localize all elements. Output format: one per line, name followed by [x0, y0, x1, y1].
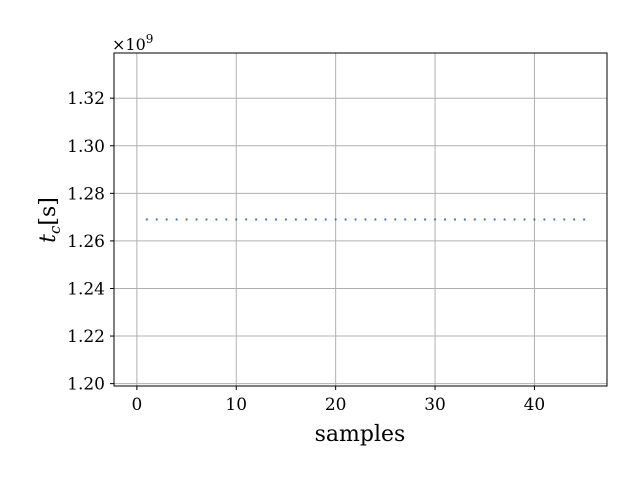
y-tick-label: 1.32 [67, 89, 105, 109]
data-point [473, 218, 476, 221]
x-tick-label: 10 [225, 395, 247, 415]
y-tick-label: 1.30 [67, 137, 105, 157]
data-point [215, 218, 218, 221]
data-point [264, 218, 268, 221]
x-tick-label: 20 [325, 395, 347, 415]
data-point [205, 218, 208, 221]
y-tick-label: 1.22 [67, 327, 105, 347]
y-tick-label: 1.26 [67, 232, 105, 252]
data-point [354, 218, 357, 221]
y-axis-label: tc[s] [36, 197, 64, 243]
data-point [563, 218, 566, 221]
data-points [145, 218, 586, 221]
data-point [314, 218, 317, 221]
x-tick-label: 30 [424, 395, 446, 415]
data-point [324, 218, 327, 221]
data-point [185, 218, 188, 221]
data-point [364, 218, 367, 221]
data-point [433, 218, 437, 221]
data-point [235, 218, 238, 221]
data-point [245, 218, 248, 221]
data-point [334, 218, 337, 221]
data-point [443, 218, 447, 221]
ticks [110, 97, 535, 390]
data-point [523, 218, 526, 221]
data-point [424, 218, 427, 221]
y-offset-label: ×109 [112, 32, 153, 54]
data-point [274, 218, 278, 221]
data-point [225, 218, 228, 221]
data-point [404, 218, 407, 221]
x-tick-label: 40 [524, 395, 546, 415]
data-point [513, 218, 516, 221]
data-point [453, 218, 457, 221]
data-point [583, 218, 586, 221]
data-point [394, 218, 397, 221]
data-point [195, 218, 198, 221]
data-point [573, 218, 576, 221]
data-point [503, 218, 506, 221]
data-point [463, 218, 466, 221]
data-point [304, 218, 307, 221]
y-tick-label: 1.24 [67, 279, 105, 299]
data-point [165, 218, 168, 221]
data-point [374, 218, 377, 221]
data-point [175, 218, 178, 221]
data-point [533, 218, 536, 221]
x-axis-label: samples [315, 422, 406, 447]
tick-labels: 0 10 20 30 40 1.20 1.22 1.24 1.26 1.28 1.30 1.32 [67, 89, 545, 415]
data-point [543, 218, 546, 221]
x-tick-label: 0 [131, 395, 142, 415]
data-point [284, 218, 288, 221]
data-point [145, 218, 148, 221]
axes-frame [113, 52, 608, 387]
data-point [255, 218, 258, 221]
y-tick-label: 1.28 [67, 184, 105, 204]
data-point [553, 218, 556, 221]
data-point [414, 218, 417, 221]
data-point [483, 218, 486, 221]
data-point [493, 218, 496, 221]
data-point [384, 218, 387, 221]
data-point [294, 218, 297, 221]
data-point [155, 218, 158, 221]
data-point [344, 218, 347, 221]
y-tick-label: 1.20 [67, 375, 105, 395]
